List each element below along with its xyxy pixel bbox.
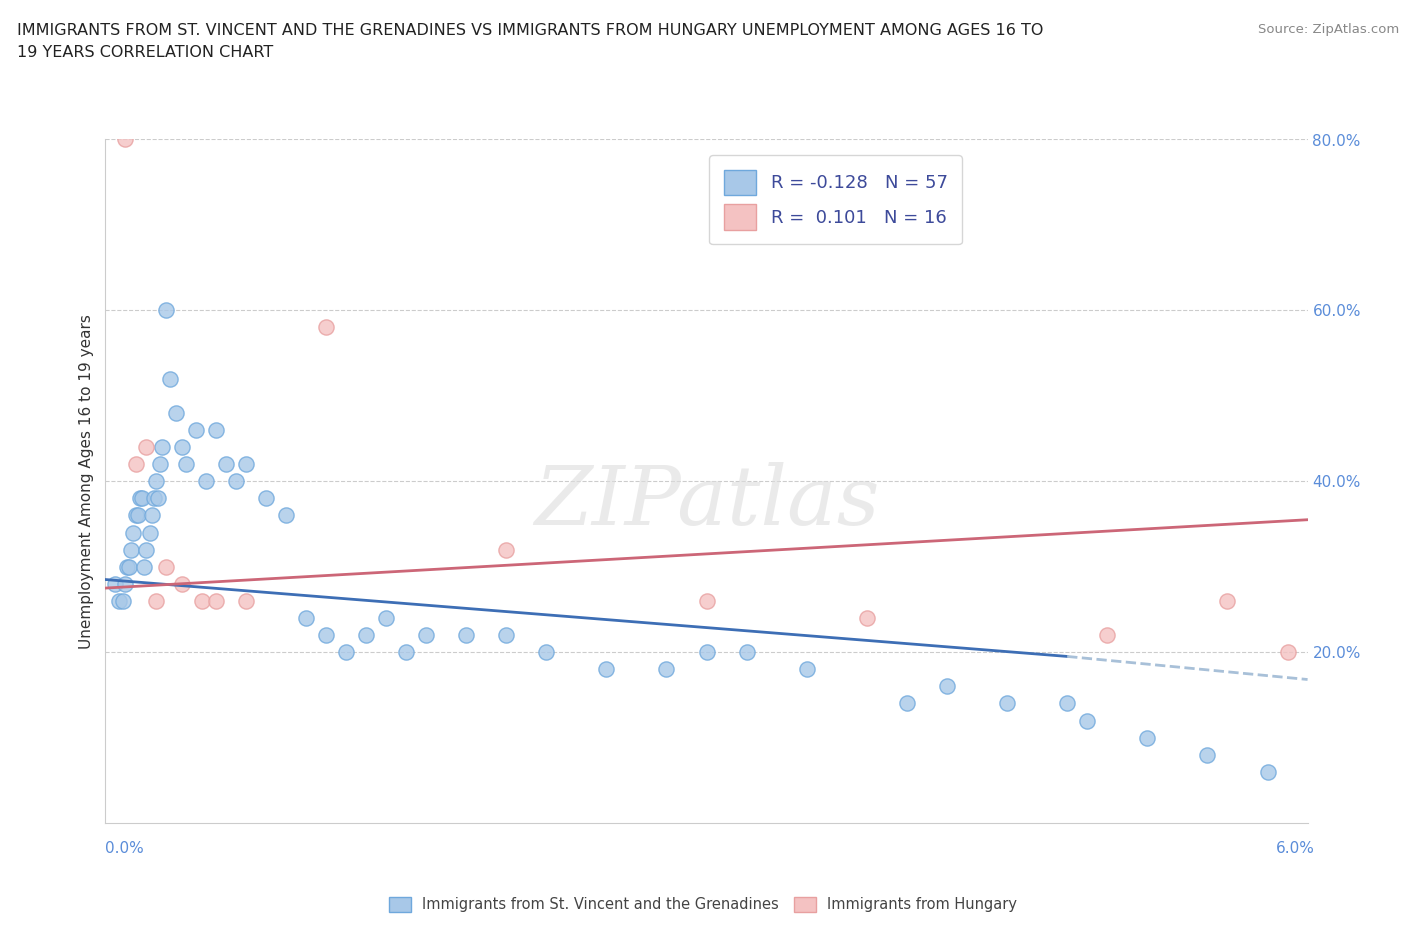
Point: [124, 457, 146, 472]
Point: [141, 508, 163, 523]
Point: [170, 577, 193, 591]
Point: [114, 577, 136, 591]
Point: [735, 644, 758, 659]
Point: [184, 422, 207, 437]
Point: [145, 593, 167, 608]
Point: [1197, 748, 1219, 763]
Point: [132, 559, 155, 574]
Point: [194, 474, 217, 489]
Point: [855, 611, 877, 626]
Point: [118, 559, 141, 574]
Point: [165, 405, 187, 420]
Legend: Immigrants from St. Vincent and the Grenadines, Immigrants from Hungary: Immigrants from St. Vincent and the Gren…: [382, 891, 1024, 918]
Point: [695, 593, 717, 608]
Point: [354, 628, 377, 643]
Point: [135, 440, 157, 455]
Point: [127, 508, 149, 523]
Point: [122, 525, 145, 540]
Point: [170, 440, 193, 455]
Point: [335, 644, 357, 659]
Point: [415, 628, 437, 643]
Point: [225, 474, 247, 489]
Point: [155, 303, 177, 318]
Text: ZIPatlas: ZIPatlas: [534, 462, 879, 542]
Point: [128, 491, 150, 506]
Point: [1256, 764, 1278, 779]
Point: [534, 644, 557, 659]
Point: [1056, 696, 1078, 711]
Point: [114, 132, 136, 147]
Legend: R = -0.128   N = 57, R =  0.101   N = 16: R = -0.128 N = 57, R = 0.101 N = 16: [709, 155, 962, 245]
Point: [454, 628, 477, 643]
Text: 0.0%: 0.0%: [105, 841, 145, 856]
Point: [395, 644, 418, 659]
Point: [121, 542, 143, 557]
Point: [124, 508, 146, 523]
Point: [315, 628, 337, 643]
Point: [495, 542, 517, 557]
Point: [1136, 730, 1159, 745]
Text: 6.0%: 6.0%: [1275, 841, 1315, 856]
Point: [896, 696, 918, 711]
Point: [142, 491, 165, 506]
Point: [655, 662, 678, 677]
Point: [936, 679, 959, 694]
Point: [1097, 628, 1119, 643]
Point: [235, 593, 257, 608]
Point: [155, 559, 177, 574]
Point: [796, 662, 818, 677]
Point: [145, 474, 167, 489]
Text: IMMIGRANTS FROM ST. VINCENT AND THE GRENADINES VS IMMIGRANTS FROM HUNGARY UNEMPL: IMMIGRANTS FROM ST. VINCENT AND THE GREN…: [17, 23, 1043, 38]
Point: [117, 559, 139, 574]
Point: [131, 491, 153, 506]
Point: [1216, 593, 1239, 608]
Point: [204, 593, 226, 608]
Point: [108, 593, 131, 608]
Point: [374, 611, 396, 626]
Text: Source: ZipAtlas.com: Source: ZipAtlas.com: [1258, 23, 1399, 36]
Point: [190, 593, 212, 608]
Point: [138, 525, 160, 540]
Point: [104, 577, 127, 591]
Point: [254, 491, 277, 506]
Point: [235, 457, 257, 472]
Point: [159, 371, 181, 386]
Text: 19 YEARS CORRELATION CHART: 19 YEARS CORRELATION CHART: [17, 45, 273, 60]
Point: [174, 457, 197, 472]
Point: [995, 696, 1018, 711]
Point: [146, 491, 169, 506]
Point: [294, 611, 316, 626]
Point: [214, 457, 236, 472]
Point: [695, 644, 717, 659]
Point: [204, 422, 226, 437]
Point: [1076, 713, 1098, 728]
Point: [1277, 644, 1299, 659]
Point: [315, 320, 337, 335]
Point: [135, 542, 157, 557]
Point: [112, 593, 135, 608]
Y-axis label: Unemployment Among Ages 16 to 19 years: Unemployment Among Ages 16 to 19 years: [79, 313, 94, 649]
Point: [495, 628, 517, 643]
Point: [150, 440, 173, 455]
Point: [274, 508, 297, 523]
Point: [148, 457, 170, 472]
Point: [595, 662, 617, 677]
